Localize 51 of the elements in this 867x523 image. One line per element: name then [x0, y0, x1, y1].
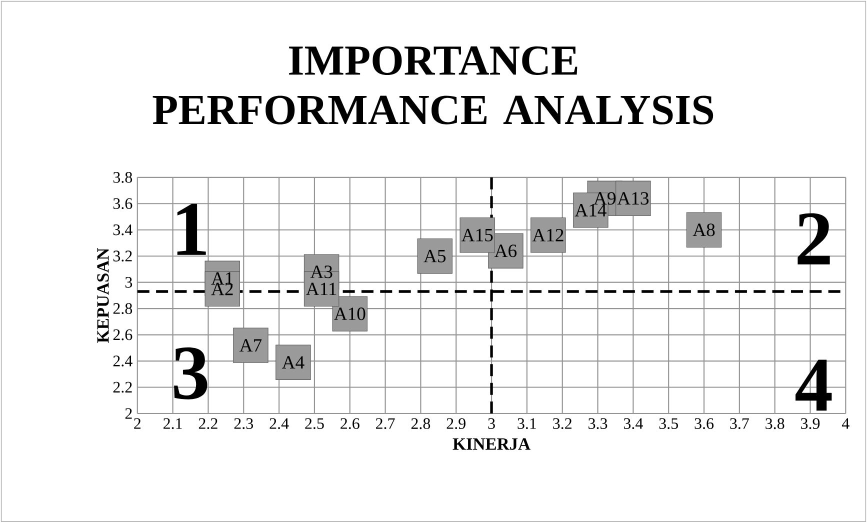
x-tick-label: 3	[488, 418, 495, 430]
series-label: A5	[424, 250, 446, 262]
x-tick-label: 3.3	[588, 418, 608, 430]
y-tick-label: 2.8	[113, 303, 132, 314]
x-tick-label: 2.5	[305, 418, 324, 430]
x-tick-label: 3.8	[766, 418, 784, 430]
y-tick-label: 3.6	[113, 198, 132, 210]
series-label: A3	[310, 266, 332, 278]
y-tick-label: 2.6	[113, 329, 132, 340]
y-tick-label: 3.8	[113, 172, 132, 183]
x-tick-label: 2.4	[270, 418, 289, 430]
y-tick-label: 3.2	[113, 250, 132, 262]
x-tick-label: 2.6	[340, 418, 360, 430]
y-tick-label: 3.4	[113, 224, 132, 236]
y-tick-label: 2	[125, 408, 132, 419]
x-tick-label: 3.7	[730, 418, 749, 430]
annotation: 1	[177, 204, 206, 255]
x-tick-label: 3.4	[624, 418, 643, 430]
series-label: A8	[692, 224, 715, 236]
series-label: A2	[211, 282, 233, 296]
series-label: A12	[532, 229, 564, 242]
x-tick-label: 3.6	[694, 418, 714, 430]
x-tick-label: 4	[842, 418, 850, 429]
x-tick-label: 2.8	[411, 418, 430, 430]
x-tick-label: 2.1	[164, 418, 182, 430]
x-tick-label: 3.1	[518, 418, 536, 430]
y-tick-label: 2.2	[113, 382, 132, 393]
x-tick-label: 3.9	[801, 418, 820, 430]
series-label: A1	[211, 272, 233, 285]
x-tick-label: 3.5	[659, 418, 678, 430]
x-tick-label: 2.9	[446, 418, 466, 430]
y-tick-label: 3	[125, 277, 132, 288]
series-label: A15	[461, 228, 493, 242]
series-label: A4	[282, 356, 304, 369]
series-label: A9	[594, 192, 616, 205]
y-tick-label: 2.4	[113, 356, 132, 367]
x-axis-title: KINERJA	[452, 438, 530, 450]
x-tick-label: 2.3	[234, 418, 254, 430]
series-label: A14	[574, 204, 606, 216]
annotation: 2	[798, 213, 830, 264]
series-label: A13	[617, 192, 649, 205]
series-label: A6	[494, 244, 517, 258]
series-label: A7	[239, 339, 262, 352]
x-tick-label: 2	[134, 418, 140, 429]
series-label: A11	[306, 282, 336, 296]
chart-title: IMPORTANCE PERFORMANCE ANALYSIS	[152, 46, 714, 124]
series-label: A10	[334, 308, 366, 320]
x-tick-label: 2.7	[376, 418, 395, 430]
x-tick-label: 2.2	[198, 418, 218, 430]
y-axis-title: KEPUASAN	[97, 248, 109, 343]
x-tick-label: 3.2	[553, 418, 572, 430]
